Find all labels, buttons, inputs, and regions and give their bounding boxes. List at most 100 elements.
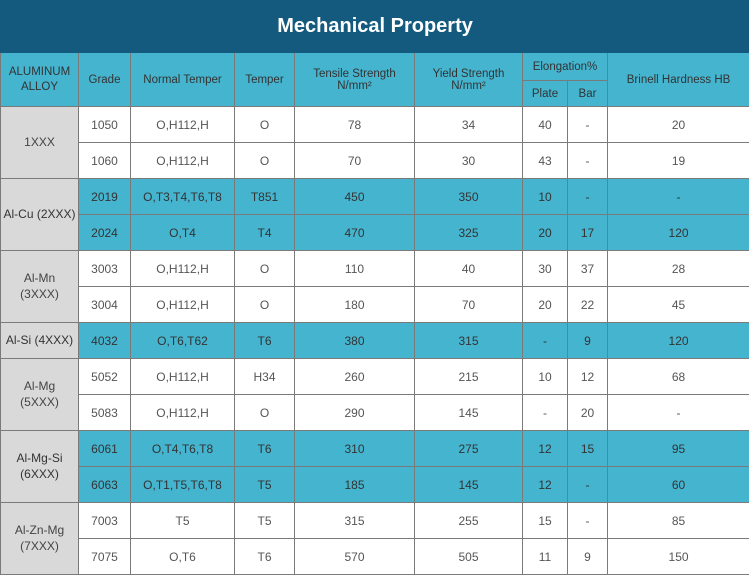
cell-bar: -	[568, 503, 608, 539]
cell-bar: -	[568, 143, 608, 179]
cell-hb: 20	[608, 107, 749, 143]
cell-hb: -	[608, 179, 749, 215]
cell-yield: 325	[415, 215, 523, 251]
cell-bar: 22	[568, 287, 608, 323]
cell-grade: 6063	[79, 467, 131, 503]
cell-plate: -	[523, 395, 568, 431]
cell-ntemper: T5	[131, 503, 235, 539]
cell-temper: O	[235, 395, 295, 431]
table-title: Mechanical Property	[1, 1, 749, 53]
hdr-elong-plate: Plate	[523, 81, 568, 107]
cell-plate: 30	[523, 251, 568, 287]
table-row: Al-Mg (5XXX)5052O,H112,HH34260215101268	[1, 359, 749, 395]
cell-ntemper: O,T4	[131, 215, 235, 251]
cell-bar: 15	[568, 431, 608, 467]
cell-plate: -	[523, 323, 568, 359]
cell-yield: 30	[415, 143, 523, 179]
table-row: Al-Mg-Si (6XXX)6061O,T4,T6,T8T6310275121…	[1, 431, 749, 467]
cell-tensile: 185	[295, 467, 415, 503]
cell-ntemper: O,T6	[131, 539, 235, 575]
cell-yield: 255	[415, 503, 523, 539]
cell-temper: O	[235, 251, 295, 287]
cell-temper: H34	[235, 359, 295, 395]
cell-hb: 68	[608, 359, 749, 395]
cell-hb: 95	[608, 431, 749, 467]
cell-hb: 120	[608, 323, 749, 359]
cell-grade: 7003	[79, 503, 131, 539]
alloy-group-label: Al-Mg (5XXX)	[1, 359, 79, 431]
cell-yield: 215	[415, 359, 523, 395]
cell-hb: -	[608, 395, 749, 431]
table-row: 5083O,H112,HO290145-20-	[1, 395, 749, 431]
table-row: 1XXX1050O,H112,HO783440-20	[1, 107, 749, 143]
cell-tensile: 315	[295, 503, 415, 539]
cell-bar: 17	[568, 215, 608, 251]
table-row: 7075O,T6T6570505119150	[1, 539, 749, 575]
cell-grade: 2024	[79, 215, 131, 251]
cell-ntemper: O,H112,H	[131, 107, 235, 143]
cell-plate: 11	[523, 539, 568, 575]
alloy-group-label: Al-Si (4XXX)	[1, 323, 79, 359]
cell-yield: 145	[415, 395, 523, 431]
cell-grade: 7075	[79, 539, 131, 575]
alloy-group-label: Al-Mg-Si (6XXX)	[1, 431, 79, 503]
cell-plate: 40	[523, 107, 568, 143]
table-row: Al-Zn-Mg (7XXX)7003T5T531525515-85	[1, 503, 749, 539]
mechanical-property-table: Mechanical Property ALUMINUM ALLOY Grade…	[0, 0, 749, 575]
hdr-alloy: ALUMINUM ALLOY	[1, 53, 79, 107]
cell-grade: 1050	[79, 107, 131, 143]
cell-ntemper: O,T1,T5,T6,T8	[131, 467, 235, 503]
table-row: Al-Cu (2XXX)2019O,T3,T4,T6,T8T8514503501…	[1, 179, 749, 215]
alloy-group-label: 1XXX	[1, 107, 79, 179]
table-row: Al-Si (4XXX)4032O,T6,T62T6380315-9120	[1, 323, 749, 359]
cell-temper: O	[235, 107, 295, 143]
cell-plate: 10	[523, 179, 568, 215]
cell-tensile: 450	[295, 179, 415, 215]
cell-yield: 40	[415, 251, 523, 287]
cell-bar: 37	[568, 251, 608, 287]
cell-ntemper: O,H112,H	[131, 287, 235, 323]
cell-temper: T5	[235, 467, 295, 503]
cell-tensile: 260	[295, 359, 415, 395]
cell-ntemper: O,H112,H	[131, 143, 235, 179]
cell-bar: 20	[568, 395, 608, 431]
cell-grade: 4032	[79, 323, 131, 359]
cell-tensile: 570	[295, 539, 415, 575]
cell-tensile: 78	[295, 107, 415, 143]
hdr-elong-bar: Bar	[568, 81, 608, 107]
cell-tensile: 380	[295, 323, 415, 359]
cell-plate: 15	[523, 503, 568, 539]
cell-plate: 12	[523, 431, 568, 467]
cell-temper: T6	[235, 431, 295, 467]
cell-temper: T6	[235, 323, 295, 359]
cell-grade: 5083	[79, 395, 131, 431]
cell-tensile: 470	[295, 215, 415, 251]
alloy-group-label: Al-Zn-Mg (7XXX)	[1, 503, 79, 575]
cell-grade: 3004	[79, 287, 131, 323]
cell-temper: T851	[235, 179, 295, 215]
hdr-brinell: Brinell Hardness HB	[608, 53, 749, 107]
cell-ntemper: O,H112,H	[131, 251, 235, 287]
cell-hb: 120	[608, 215, 749, 251]
cell-tensile: 310	[295, 431, 415, 467]
cell-plate: 10	[523, 359, 568, 395]
cell-bar: -	[568, 107, 608, 143]
cell-hb: 150	[608, 539, 749, 575]
table-row: 2024O,T4T44703252017120	[1, 215, 749, 251]
cell-bar: 9	[568, 323, 608, 359]
cell-bar: -	[568, 179, 608, 215]
cell-temper: O	[235, 287, 295, 323]
cell-ntemper: O,T6,T62	[131, 323, 235, 359]
table-row: Al-Mn (3XXX)3003O,H112,HO11040303728	[1, 251, 749, 287]
cell-bar: -	[568, 467, 608, 503]
cell-hb: 60	[608, 467, 749, 503]
cell-hb: 85	[608, 503, 749, 539]
hdr-yield: Yield Strength N/mm²	[415, 53, 523, 107]
cell-tensile: 70	[295, 143, 415, 179]
table-row: 6063O,T1,T5,T6,T8T518514512-60	[1, 467, 749, 503]
hdr-normal-temper: Normal Temper	[131, 53, 235, 107]
cell-yield: 70	[415, 287, 523, 323]
cell-hb: 28	[608, 251, 749, 287]
cell-plate: 20	[523, 215, 568, 251]
table-row: 1060O,H112,HO703043-19	[1, 143, 749, 179]
